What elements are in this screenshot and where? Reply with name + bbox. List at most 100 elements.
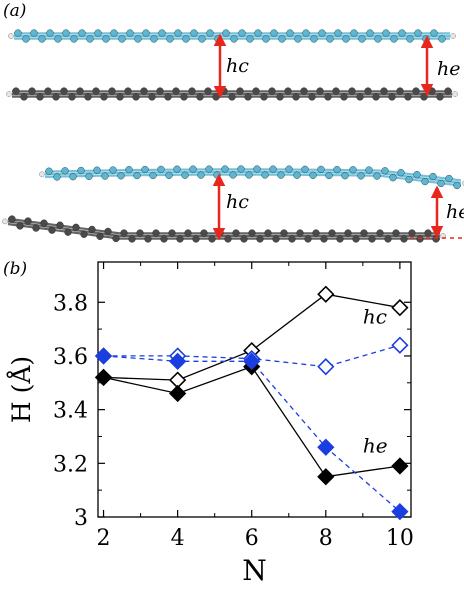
top-atom-layer-bent-atom (269, 165, 277, 173)
top-atom-layer-bent-atom (389, 174, 397, 182)
top-atom-layer-bent-atom (109, 166, 117, 174)
top-atom-layer-atom (358, 35, 366, 43)
bottom-atom-layer-bent-atom (232, 229, 240, 237)
bottom-atom-layer-bent-atom (112, 234, 120, 243)
bottom-atom-layer-bent-atom (424, 229, 432, 237)
top-atom-layer-atom (254, 29, 262, 37)
series-markers (94, 285, 409, 521)
bottom-atom-layer-atom (444, 87, 452, 95)
bottom-atom-layer-atom (172, 87, 180, 95)
y-axis-label: H (Å) (6, 356, 36, 423)
top-atom-layer-bent-atom (397, 169, 405, 177)
bottom-atom-layer-atom (316, 87, 324, 95)
edge-spacing-label-bent-text: he (446, 201, 464, 223)
top-atom-layer-bent-atom (301, 165, 309, 173)
top-atom-layer-atom (414, 29, 422, 37)
bottom-atom-layer-bent-atom (312, 229, 320, 237)
top-atom-layer-atom (262, 35, 270, 43)
bottom-atom-layer-atom (404, 93, 412, 101)
bottom-atom-layer-atom (36, 93, 44, 101)
bottom-atom-layer-atom (124, 87, 132, 95)
bottom-atom-layer-atom (196, 93, 204, 101)
top-atom-layer-bent-atom (221, 165, 229, 173)
bottom-atom-layer-atom (268, 87, 276, 95)
bottom-atom-layer-bent-atom (304, 235, 312, 243)
data-point-blue-open (317, 358, 335, 376)
top-atom-layer-bent-atom (253, 165, 261, 173)
bottom-atom-layer-atom (68, 93, 76, 101)
bottom-atom-layer-bent-atom (296, 229, 304, 237)
spacing-vs-n-chart: 2 4 6 8 10 3 3.2 3.4 3.6 3.8 hc he N H (Å) (6, 261, 414, 587)
top-atom-layer-bent-atom (85, 172, 93, 181)
top-atom-layer-atom (78, 29, 86, 37)
top-atom-layer-atom (222, 29, 230, 37)
bottom-atom-layer-bent-atom (256, 235, 264, 243)
bottom-atom-layer-bent-atom (416, 235, 424, 243)
bilayer-model-bent: hc he (2, 165, 464, 243)
top-atom-layer-atom (350, 29, 358, 37)
bottom-atom-layer-bent-atom (152, 229, 160, 237)
top-atom-layer-atom (14, 29, 22, 37)
top-atom-layer-atom (246, 35, 254, 43)
axis-tick-labels: 2 4 6 8 10 3 3.2 3.4 3.6 3.8 (53, 291, 414, 551)
top-atom-layer-bent-atom (381, 167, 389, 175)
top-atom-layer-atom (166, 35, 174, 43)
bottom-atom-layer-bent-atom (384, 235, 392, 243)
bottom-atom-layer-bent-atom (40, 219, 48, 227)
series-lines (103, 293, 401, 513)
bottom-atom-layer-bent-atom (408, 229, 416, 237)
bottom-atom-layer-atom (412, 87, 420, 95)
top-atom-layer-bent-atom (77, 166, 85, 175)
bottom-atom-layer-atom (140, 87, 148, 95)
bottom-atom-layer-atom (44, 87, 52, 95)
bottom-atom-layer-atom (284, 87, 292, 95)
bottom-atom-layer-bent-atom (248, 229, 256, 237)
data-point-black-filled (94, 368, 113, 387)
bottom-atom-layer-bent-atom (352, 235, 360, 243)
bottom-atom-layer-atom (300, 87, 308, 95)
top-atom-layer-bent-atom (157, 165, 165, 174)
bottom-atom-layer-bent-atom (24, 217, 32, 225)
top-atom-layer-atom (190, 29, 198, 37)
bottom-atom-layer-atom (356, 93, 364, 101)
bottom-atom-layer-bent-atom (240, 235, 248, 243)
top-atom-layer-atom (390, 35, 398, 43)
bottom-atom-layer-bent-atom (136, 229, 144, 237)
curve-annotation: hc (363, 305, 387, 329)
bottom-atom-layer-bent-atom (200, 229, 208, 237)
bottom-atom-layer-atom (164, 93, 172, 101)
top-atom-layer-atom (158, 29, 166, 37)
data-point-black-filled (169, 384, 187, 403)
x-tick-label: 10 (386, 526, 414, 551)
center-spacing-label-bent-text: hc (226, 191, 249, 213)
data-point-blue-filled (94, 347, 113, 365)
top-atom-layer-bent-atom (333, 166, 341, 174)
bottom-atom-layer-atom (364, 87, 372, 95)
bottom-atom-layer-bent-atom (368, 235, 376, 243)
bottom-atom-layer-bent-atom (336, 235, 344, 243)
bottom-atom-layer-atom (332, 87, 340, 95)
bottom-atom-layer-bent-atom (392, 229, 400, 237)
top-atom-layer-bent-atom (341, 172, 349, 180)
bottom-atom-layer-atom (340, 93, 348, 101)
top-atom-layer-bent-atom (373, 172, 381, 180)
top-atom-layer-atom (206, 29, 214, 37)
top-atom-layer-atom (30, 29, 38, 37)
top-atom-layer-atom (198, 35, 206, 43)
top-atom-layer-atom (398, 29, 406, 37)
bottom-atom-layer-atom (244, 93, 252, 101)
bottom-atom-layer-bent-atom (280, 229, 288, 237)
top-atom-layer-atom (270, 29, 278, 37)
top-atom-layer-bent-atom (133, 172, 141, 180)
top-atom-layer-atom (118, 35, 126, 43)
bottom-atom-layer-atom (372, 93, 380, 101)
bottom-atom-layer-bent-atom (192, 235, 200, 243)
bottom-atom-layer-atom (156, 87, 164, 95)
bottom-atom-layer-bent-atom (64, 228, 72, 236)
bottom-atom-layer-atom (388, 93, 396, 101)
top-atom-layer-bent-atom (197, 171, 205, 179)
bottom-atom-layer-atom (428, 87, 436, 95)
top-atom-layer-atom (278, 35, 286, 43)
top-atom-layer-bent-atom (349, 166, 357, 174)
bottom-atom-layer-atom (188, 87, 196, 95)
